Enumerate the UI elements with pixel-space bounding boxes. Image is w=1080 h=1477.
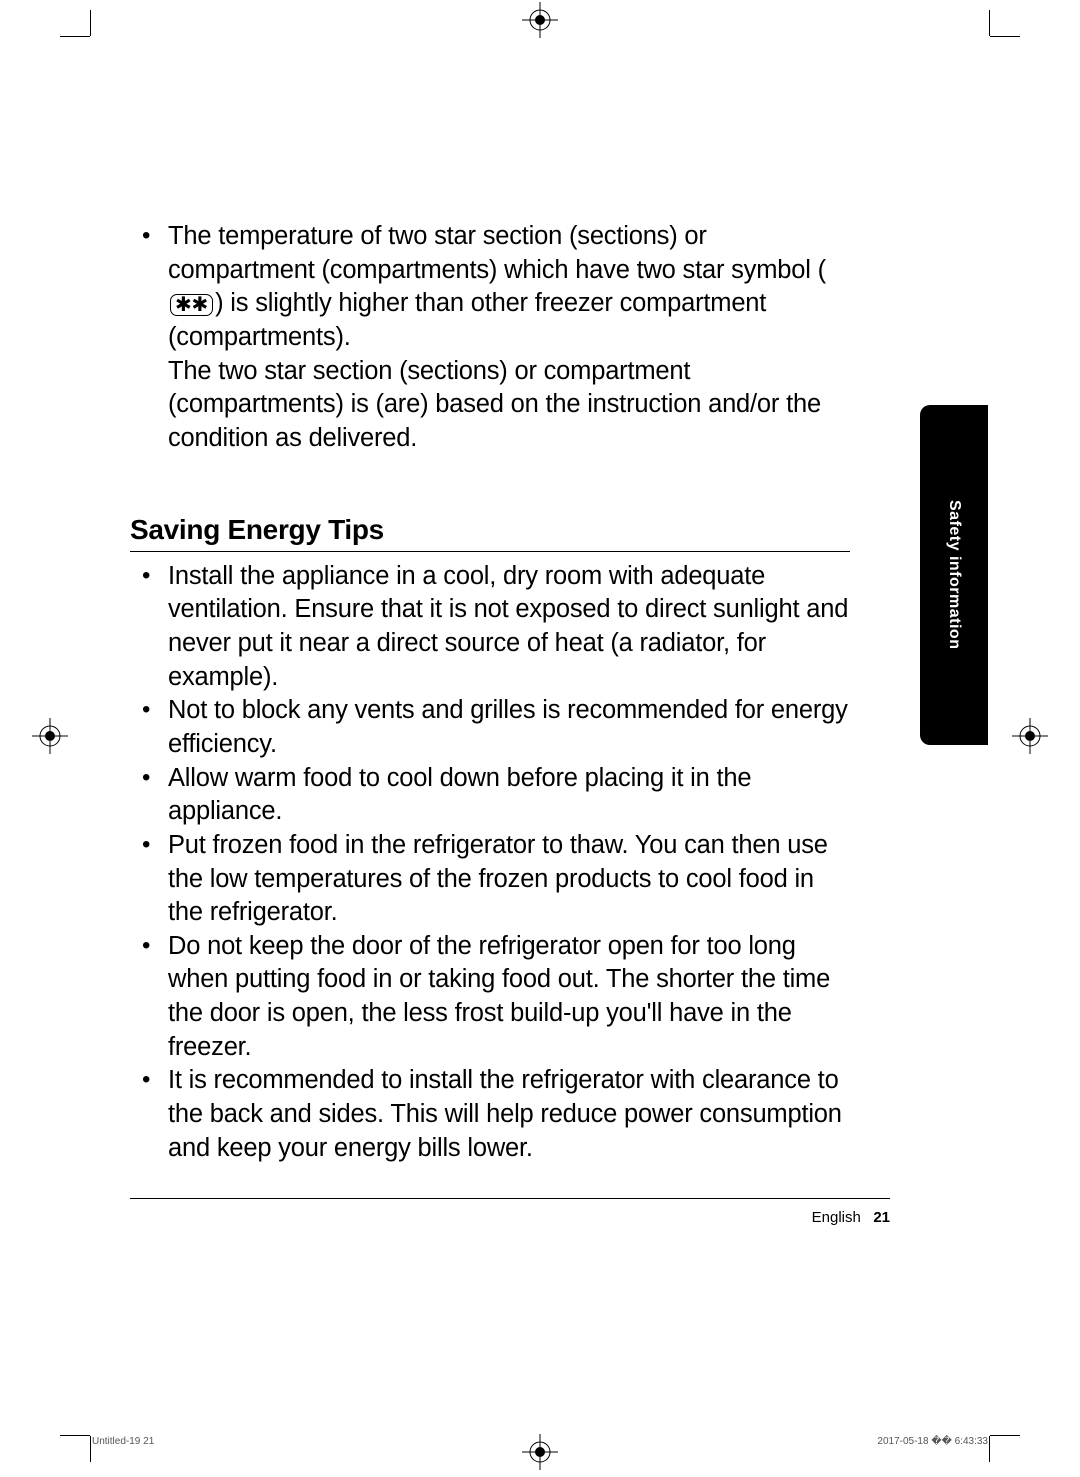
footer-language: English xyxy=(812,1209,861,1226)
crop-mark xyxy=(90,1436,91,1462)
tip-item: It is recommended to install the refrige… xyxy=(130,1064,850,1165)
registration-mark-icon xyxy=(520,1432,560,1472)
intro-text-part1b: ) is slightly higher than other freezer … xyxy=(168,289,766,351)
registration-mark-icon xyxy=(1010,716,1050,756)
meta-filename: Untitled-19 21 xyxy=(92,1436,154,1447)
crop-mark xyxy=(60,36,90,37)
registration-mark-icon xyxy=(520,0,560,40)
crop-mark xyxy=(90,10,91,36)
meta-timestamp: 2017-05-18 �� 6:43:33 xyxy=(877,1436,988,1447)
tip-item: Not to block any vents and grilles is re… xyxy=(130,694,850,761)
section-heading: Saving Energy Tips xyxy=(130,514,850,552)
tip-item: Do not keep the door of the refrigerator… xyxy=(130,930,850,1065)
two-star-symbol-icon: ✱✱ xyxy=(170,294,213,316)
page-footer: English 21 xyxy=(130,1198,890,1227)
crop-mark xyxy=(990,1435,1020,1436)
footer-page-number: 21 xyxy=(873,1209,890,1226)
intro-list: The temperature of two star section (sec… xyxy=(130,220,850,456)
crop-mark xyxy=(60,1435,90,1436)
tip-item: Put frozen food in the refrigerator to t… xyxy=(130,829,850,930)
tips-list: Install the appliance in a cool, dry roo… xyxy=(130,560,850,1166)
registration-mark-icon xyxy=(30,716,70,756)
tip-item: Allow warm food to cool down before plac… xyxy=(130,762,850,829)
crop-mark xyxy=(989,1436,990,1462)
intro-text-part2: The two star section (sections) or compa… xyxy=(168,355,850,456)
intro-text-part1a: The temperature of two star section (sec… xyxy=(168,222,826,284)
tip-item: Install the appliance in a cool, dry roo… xyxy=(130,560,850,695)
page-content: The temperature of two star section (sec… xyxy=(130,220,850,1165)
crop-mark xyxy=(990,36,1020,37)
side-tab-label: Safety information xyxy=(945,500,963,649)
side-tab: Safety information xyxy=(920,405,988,745)
crop-mark xyxy=(989,10,990,36)
intro-bullet: The temperature of two star section (sec… xyxy=(130,220,850,456)
